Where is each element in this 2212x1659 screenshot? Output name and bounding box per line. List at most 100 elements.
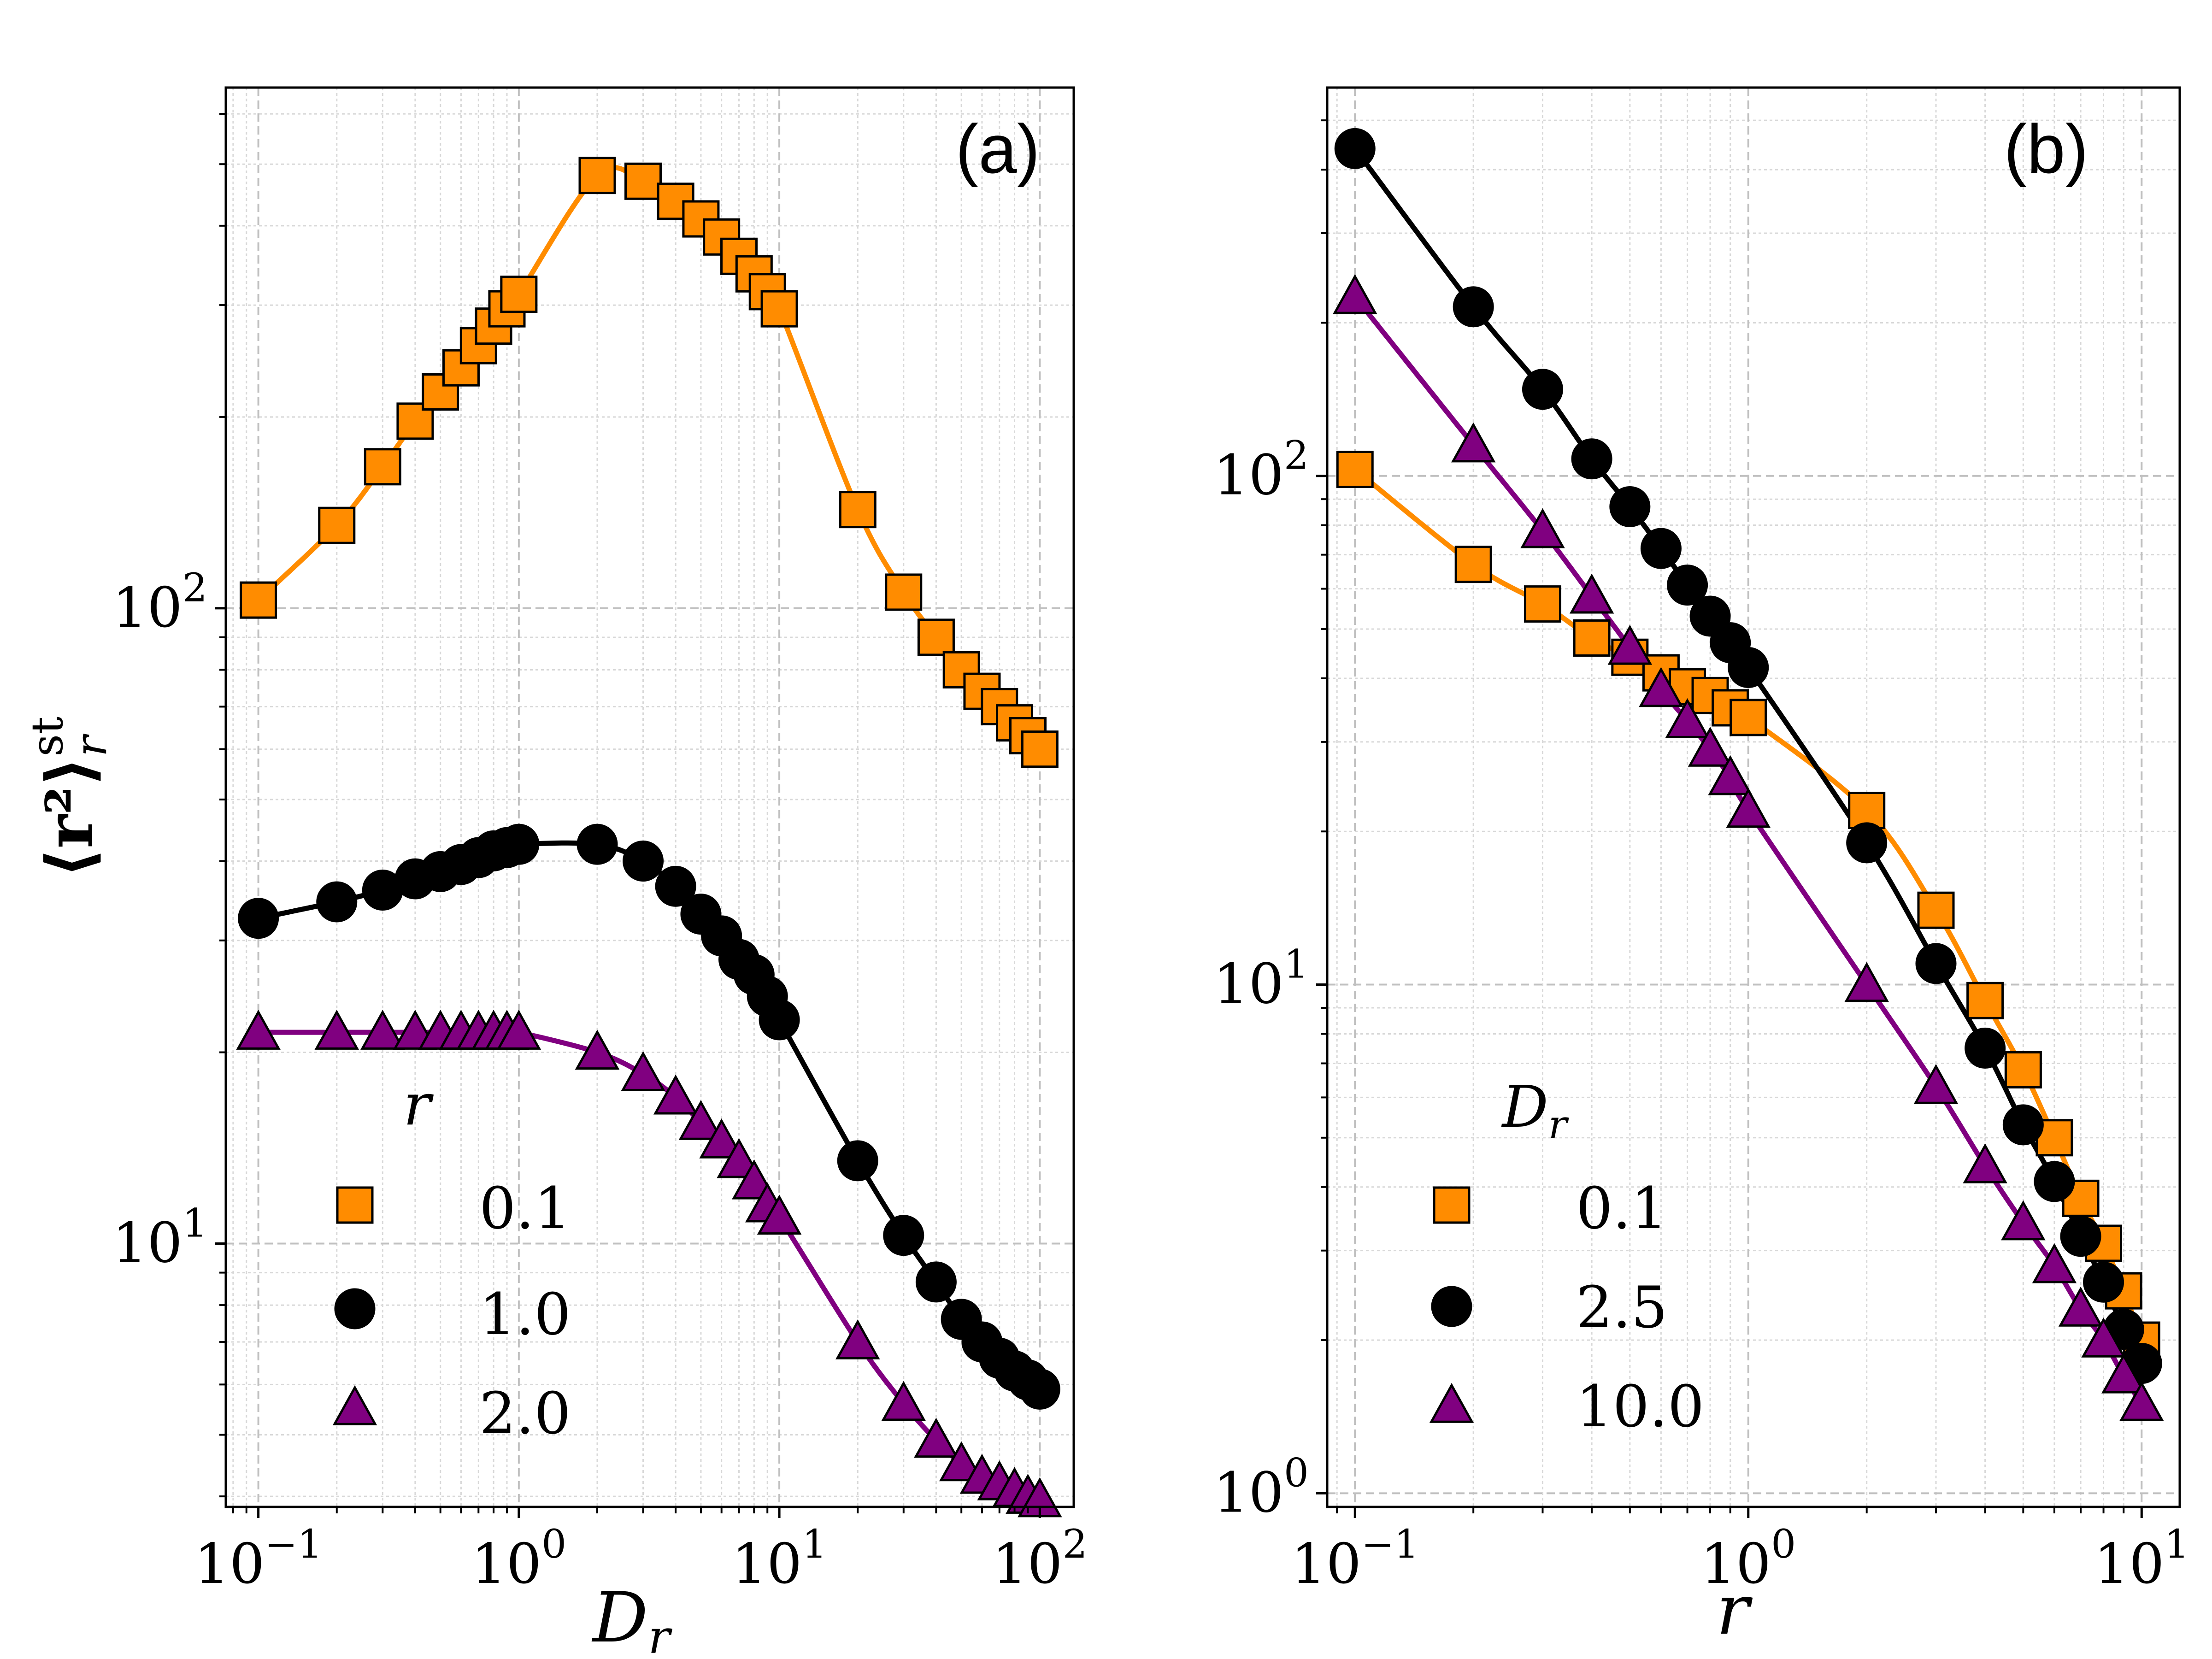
legend-b-marker-0 <box>1433 1186 1471 1224</box>
panel-a-point-2.0 <box>717 1138 761 1178</box>
x-tick-label: 10−1 <box>194 1522 323 1596</box>
panel-a-point-1.0 <box>655 865 696 907</box>
panel-b-point-2.5 <box>1640 528 1682 569</box>
panel-a-ticks: 10−1 100 101 102 101 102 <box>112 113 1088 1596</box>
panel-a-point-0.1 <box>942 651 980 688</box>
panel-a-point-2.0 <box>621 1051 665 1091</box>
panel-b-data-points <box>1332 128 2164 1421</box>
panel-b-point-0.1 <box>2004 1051 2042 1088</box>
panel-a: 10−1 100 101 102 101 102 (a) Dr ⟨r²⟩rst r 0.1… <box>22 86 1088 1659</box>
panel-a-y-axis-label: ⟨r²⟩rst <box>22 717 117 878</box>
panel-b-point-10.0 <box>1688 726 1733 767</box>
panel-b-point-2.5 <box>1965 1027 2006 1069</box>
x-tick-label: 101 <box>2094 1522 2189 1596</box>
panel-a-point-0.1 <box>578 157 616 194</box>
panel-b-point-10.0 <box>1569 573 1614 614</box>
panel-b-point-2.5 <box>1571 438 1612 480</box>
y-tick-label: 101 <box>1213 942 1309 1017</box>
panel-a-point-1.0 <box>883 1215 924 1256</box>
panel-b-point-0.1 <box>1573 619 1611 657</box>
panel-b-point-2.5 <box>1728 647 1769 688</box>
panel-a-point-0.1 <box>500 276 538 313</box>
legend-a-marker-2 <box>332 1385 377 1425</box>
panel-a-curves <box>256 165 1042 1502</box>
panel-b-point-10.0 <box>1520 508 1565 548</box>
panel-b-label: (b) <box>2004 110 2088 188</box>
panel-b-point-0.1 <box>1848 792 1886 830</box>
panel-a-point-0.1 <box>839 491 877 529</box>
panel-a-data-points <box>236 157 1062 1518</box>
panel-b-point-0.1 <box>1730 699 1767 736</box>
panel-b-point-10.0 <box>2081 1317 2126 1358</box>
legend-b-marker-1 <box>1431 1286 1472 1327</box>
panel-b-x-axis-label: r <box>1716 1570 1753 1650</box>
panel-a-point-1.0 <box>1019 1368 1060 1410</box>
y-tick-label: 102 <box>1213 433 1309 508</box>
panel-a-legend-markers <box>332 1186 377 1425</box>
panel-a-point-2.0 <box>236 1010 281 1050</box>
panel-b-point-2.5 <box>1609 486 1651 527</box>
panel-a-label: (a) <box>955 110 1040 188</box>
panel-a-point-1.0 <box>498 824 540 865</box>
panel-b-point-0.1 <box>1917 891 1955 929</box>
panel-b-point-10.0 <box>1639 667 1683 707</box>
panel-b-legend-markers <box>1429 1186 1474 1423</box>
panel-a-point-2.0 <box>360 1010 405 1050</box>
panel-a-point-2.0 <box>881 1381 926 1421</box>
y-tick-label: 100 <box>1213 1450 1309 1525</box>
legend-b-label-0: 0.1 <box>1576 1175 1668 1242</box>
panel-b-point-10.0 <box>2101 1353 2146 1394</box>
panel-b-point-10.0 <box>1708 755 1753 795</box>
panel-b-point-2.5 <box>1334 128 1376 169</box>
panel-b-point-2.5 <box>2034 1161 2075 1202</box>
legend-a-label-0: 0.1 <box>479 1175 571 1242</box>
panel-a-point-0.1 <box>240 581 277 619</box>
x-tick-label: 100 <box>471 1522 566 1596</box>
panel-b-point-0.1 <box>1454 546 1492 583</box>
panel-a-point-0.1 <box>1021 730 1059 768</box>
panel-b-point-0.1 <box>1336 451 1374 488</box>
panel-b-frame <box>1326 86 2181 1508</box>
panel-b-legend: Dr 0.1 2.5 10.0 <box>1429 1074 1704 1440</box>
panel-b-point-10.0 <box>1332 274 1377 314</box>
legend-a-label-2: 2.0 <box>479 1380 571 1447</box>
y-tick-label: 102 <box>112 565 207 640</box>
x-tick-label: 102 <box>992 1522 1088 1596</box>
panel-b-point-10.0 <box>1607 624 1653 665</box>
panel-a-point-0.1 <box>364 448 401 486</box>
x-tick-label: 101 <box>732 1522 827 1596</box>
legend-a-marker-0 <box>336 1186 374 1224</box>
panel-a-point-1.0 <box>238 898 279 939</box>
panel-b-point-0.1 <box>1966 982 2004 1019</box>
panel-b-point-2.5 <box>1667 565 1708 606</box>
panel-b-point-10.0 <box>1726 788 1771 828</box>
panel-b-point-2.5 <box>2060 1216 2101 1257</box>
panel-a-point-2.0 <box>575 1030 620 1070</box>
svg-text:⟨r²⟩rst: ⟨r²⟩rst <box>22 717 117 878</box>
panel-a-point-0.1 <box>318 506 356 544</box>
panel-a-point-1.0 <box>577 824 618 865</box>
panel-a-legend-title: r <box>403 1071 434 1138</box>
panel-a-point-1.0 <box>837 1140 878 1182</box>
panel-a-point-2.0 <box>757 1194 802 1235</box>
panel-a-point-1.0 <box>759 999 800 1041</box>
panel-b-point-2.5 <box>2002 1104 2044 1146</box>
legend-a-marker-1 <box>334 1288 376 1330</box>
y-tick-label: 101 <box>112 1200 207 1275</box>
panel-b-point-10.0 <box>1913 1064 1959 1104</box>
panel-b-grid <box>1327 88 2180 1507</box>
panel-a-point-2.0 <box>678 1100 724 1140</box>
panel-a-legend: r 0.1 1.0 2.0 <box>332 1071 571 1447</box>
panel-a-point-2.0 <box>939 1441 984 1482</box>
panel-a-point-2.0 <box>496 1010 541 1050</box>
panel-b-point-2.5 <box>1915 943 1957 984</box>
panel-a-point-0.1 <box>917 618 955 656</box>
panel-b-point-10.0 <box>2119 1381 2164 1421</box>
panel-a-point-2.0 <box>835 1319 880 1359</box>
x-tick-label: 10−1 <box>1291 1522 1419 1596</box>
panel-a-point-2.0 <box>699 1118 744 1159</box>
legend-b-marker-2 <box>1429 1382 1474 1423</box>
